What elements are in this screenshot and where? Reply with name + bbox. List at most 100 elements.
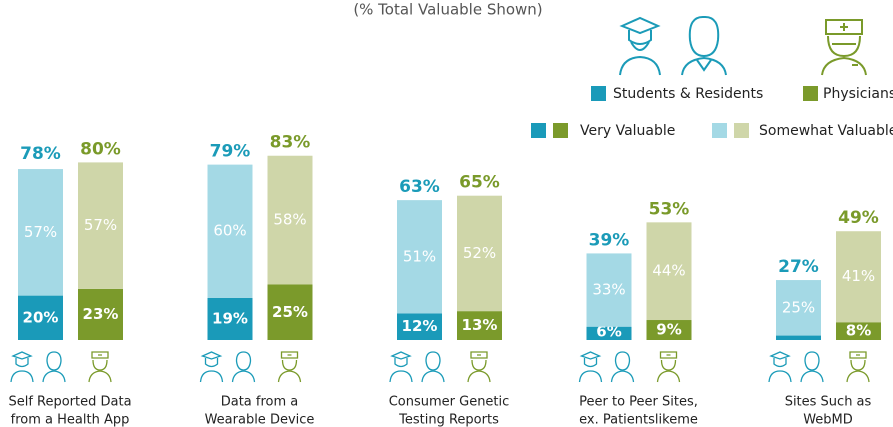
chart-subtitle: (% Total Valuable Shown) bbox=[353, 1, 542, 19]
icon bbox=[610, 351, 635, 383]
icon-shape bbox=[656, 351, 681, 383]
icon-shape bbox=[277, 351, 302, 383]
total-label: 78% bbox=[20, 144, 61, 164]
legend-swatch bbox=[712, 123, 727, 138]
icon bbox=[42, 351, 66, 383]
icon bbox=[231, 351, 256, 383]
total-label: 39% bbox=[589, 230, 630, 250]
icon bbox=[389, 351, 413, 383]
category-label: Self Reported Data bbox=[8, 395, 131, 410]
value-label: 25% bbox=[782, 298, 815, 316]
icon bbox=[800, 351, 824, 383]
bar-segment bbox=[836, 231, 881, 323]
legend-swatch bbox=[531, 123, 546, 138]
total-label: 49% bbox=[838, 208, 879, 228]
value-label: 6% bbox=[596, 323, 621, 341]
value-label: 58% bbox=[273, 211, 306, 229]
total-label: 63% bbox=[399, 177, 440, 197]
top-icons bbox=[619, 15, 727, 76]
value-label: 60% bbox=[213, 222, 246, 240]
value-label: 23% bbox=[83, 305, 119, 323]
legend-swatch bbox=[734, 123, 749, 138]
value-label: 8% bbox=[846, 322, 871, 340]
bar-segment bbox=[267, 284, 313, 340]
value-label: 52% bbox=[463, 244, 496, 262]
bar-segment bbox=[836, 322, 881, 340]
icon-shape bbox=[199, 351, 224, 383]
icon bbox=[768, 351, 792, 383]
value-label: 13% bbox=[462, 316, 498, 334]
bar-segment bbox=[267, 155, 313, 285]
icon-shape bbox=[389, 351, 413, 383]
icon-shape bbox=[88, 351, 112, 383]
icon-shape bbox=[610, 351, 635, 383]
total-label: 65% bbox=[459, 173, 500, 193]
value-label: 57% bbox=[24, 223, 57, 241]
bar-segment bbox=[457, 311, 502, 340]
bar-segment bbox=[646, 222, 692, 321]
value-label: 44% bbox=[652, 262, 685, 280]
icon-shape bbox=[578, 351, 603, 383]
value-label: 57% bbox=[84, 216, 117, 234]
bar-segment bbox=[18, 169, 63, 296]
category-label: ex. Patientslikeme bbox=[579, 413, 698, 427]
value-label: 9% bbox=[656, 321, 681, 339]
category-label: Consumer Genetic bbox=[389, 395, 510, 410]
bar-segment bbox=[18, 295, 63, 340]
total-label: 27% bbox=[778, 257, 819, 277]
legend-label: Very Valuable bbox=[580, 123, 675, 139]
icon bbox=[846, 351, 870, 383]
legend-swatch bbox=[553, 123, 568, 138]
icon bbox=[199, 351, 224, 383]
icon-shape bbox=[467, 351, 491, 383]
bar-segment bbox=[397, 200, 442, 314]
value-label: 51% bbox=[403, 247, 436, 265]
icon-shape bbox=[231, 351, 256, 383]
bar-segment bbox=[646, 320, 692, 340]
bar-segment bbox=[776, 280, 821, 336]
legend-swatch bbox=[591, 86, 606, 101]
icon bbox=[467, 351, 491, 383]
legend-label: Students & Residents bbox=[613, 86, 763, 102]
total-label: 80% bbox=[80, 139, 121, 159]
value-label: 12% bbox=[402, 317, 438, 335]
category-label: Data from a bbox=[221, 395, 299, 410]
icon bbox=[10, 351, 34, 383]
bar-segment bbox=[397, 313, 442, 340]
bar-segment bbox=[776, 335, 821, 340]
icon-shape bbox=[846, 351, 870, 383]
icon-shape bbox=[42, 351, 66, 383]
icon bbox=[421, 351, 445, 383]
icon-shape bbox=[421, 351, 445, 383]
icon bbox=[88, 351, 112, 383]
bar-segment bbox=[207, 164, 253, 298]
value-label: 20% bbox=[23, 308, 59, 326]
total-label: 83% bbox=[270, 133, 311, 153]
bar-segment bbox=[457, 195, 502, 312]
legend-swatch bbox=[803, 86, 818, 101]
category-label: Wearable Device bbox=[205, 413, 315, 427]
bar-segment bbox=[78, 288, 123, 340]
legend-label: Physicians bbox=[823, 86, 893, 102]
category-label: Testing Reports bbox=[398, 413, 499, 427]
bar-segment bbox=[207, 297, 253, 340]
category-label: Sites Such as bbox=[785, 395, 872, 410]
icon bbox=[578, 351, 603, 383]
icon-shape bbox=[800, 351, 824, 383]
icon bbox=[656, 351, 681, 383]
category-label: WebMD bbox=[803, 413, 853, 427]
icon bbox=[277, 351, 302, 383]
value-label: 19% bbox=[212, 309, 248, 327]
bar-segment bbox=[586, 253, 632, 327]
total-label: 79% bbox=[210, 142, 251, 162]
category-label: from a Health App bbox=[11, 413, 130, 427]
icon-shape bbox=[10, 351, 34, 383]
category-label: Peer to Peer Sites, bbox=[579, 395, 698, 410]
value-label: 41% bbox=[842, 267, 875, 285]
bar-segment bbox=[78, 162, 123, 289]
value-label: 25% bbox=[272, 303, 308, 321]
top-icon-physician bbox=[821, 19, 867, 76]
total-label: 53% bbox=[649, 199, 690, 219]
value-label: 33% bbox=[592, 281, 625, 299]
